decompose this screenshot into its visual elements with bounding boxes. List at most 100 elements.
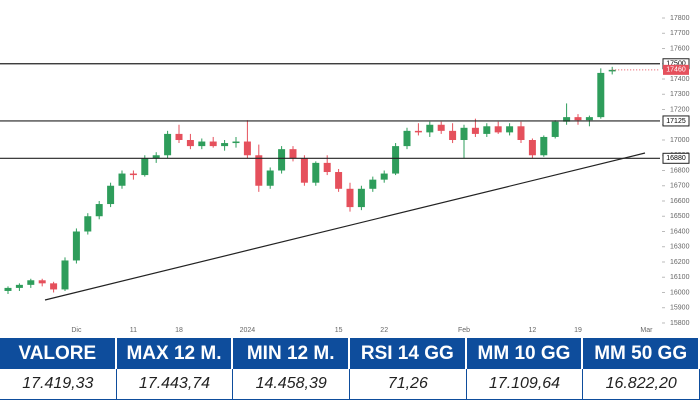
table-header: MM 50 GG (583, 338, 700, 369)
candle-body (266, 170, 274, 186)
table-value: 17.109,64 (466, 369, 584, 400)
last-price-box (663, 64, 689, 75)
candle-body (278, 149, 286, 171)
candle-body (563, 117, 571, 122)
candle-body (357, 188, 365, 208)
candle-body (426, 124, 434, 133)
level-box (662, 152, 690, 164)
level-label: 17125 (666, 118, 686, 125)
candle-body (84, 216, 92, 232)
candle-body (95, 204, 103, 217)
y-tick-label: 16600 (670, 198, 690, 205)
candle-body (221, 143, 229, 147)
candle-body (608, 69, 616, 72)
table-value: 17.419,33 (0, 369, 117, 400)
y-tick-label: 17700 (670, 30, 690, 37)
candle-body (574, 117, 582, 121)
candle-body (243, 141, 251, 156)
candle-body (551, 121, 559, 137)
candle-body (4, 287, 12, 291)
candle-body (61, 260, 69, 290)
y-tick-label: 16200 (670, 259, 690, 266)
y-tick-label: 17000 (670, 137, 690, 144)
candle-body (164, 133, 172, 156)
candle-body (72, 231, 80, 261)
y-tick-label: 17800 (670, 15, 690, 22)
candle-body (597, 72, 605, 118)
candle-body (175, 133, 183, 141)
level-label: 17500 (666, 61, 686, 68)
level-box (662, 115, 690, 127)
y-tick-label: 17400 (670, 76, 690, 83)
y-tick-label: 17300 (670, 91, 690, 98)
y-tick-label: 16400 (670, 228, 690, 235)
x-tick-label: 19 (574, 327, 582, 334)
x-tick-label: 22 (380, 327, 388, 334)
table-value: 17.443,74 (116, 369, 234, 400)
candle-body (528, 140, 536, 156)
trendline (44, 152, 646, 301)
candle-body (471, 127, 479, 134)
x-tick-label: 18 (175, 327, 183, 334)
candle-body (312, 162, 320, 183)
y-tick-label: 15900 (670, 305, 690, 312)
stats-table: VALORE MAX 12 M. MIN 12 M. RSI 14 GG MM 10 G… (0, 338, 700, 400)
candle-body (50, 283, 58, 290)
candle-body (118, 173, 126, 186)
candle-body (403, 130, 411, 147)
candle-body (15, 284, 23, 288)
table-header: VALORE (0, 338, 117, 369)
y-tick-label: 16300 (670, 244, 690, 251)
candle-body (129, 173, 137, 176)
candle-body (414, 130, 422, 133)
candle-body (209, 141, 217, 147)
candle-body (335, 172, 343, 189)
y-tick-label: 16000 (670, 289, 690, 296)
candle-body (141, 158, 149, 176)
table-header: MM 10 GG (466, 338, 584, 369)
candle-body (585, 117, 593, 121)
x-tick-label: Feb (458, 327, 470, 334)
y-tick-label: 17600 (670, 45, 690, 52)
candle-body (380, 173, 388, 180)
candle-body (323, 162, 331, 173)
y-tick-label: 16700 (670, 183, 690, 190)
y-tick-label: 16800 (670, 167, 690, 174)
candle-body (494, 126, 502, 133)
y-tick-label: 15800 (670, 320, 690, 327)
candle-body (107, 185, 115, 205)
x-tick-label: Dic (71, 327, 82, 334)
candle-body (483, 126, 491, 134)
x-tick-label: 2024 (240, 327, 256, 334)
candle-body (186, 140, 194, 147)
table-header: RSI 14 GG (349, 338, 467, 369)
candle-body (289, 149, 297, 159)
x-tick-label: 15 (335, 327, 343, 334)
level-label: 16880 (666, 155, 686, 162)
chart: 15800 15900 16000 16100 16200 16300 16400 16500… (0, 15, 690, 334)
last-price-label: 17460 (666, 67, 686, 74)
y-tick-label: 17200 (670, 106, 690, 113)
candle-body (198, 141, 206, 147)
candle-body (517, 126, 525, 141)
candle-body (506, 126, 514, 133)
x-tick-label: 12 (529, 327, 537, 334)
candle-body (392, 146, 400, 174)
candle-body (369, 179, 377, 189)
candle-body (38, 280, 46, 284)
candle-body (255, 155, 263, 186)
x-tick-label: 11 (130, 327, 137, 334)
candle-body (346, 188, 354, 208)
table-value: 14.458,39 (233, 369, 350, 400)
table-header: MIN 12 M. (233, 338, 350, 369)
candle-body (27, 280, 35, 285)
table-header: MAX 12 M. (116, 338, 234, 369)
candle-body (300, 158, 308, 183)
y-tick-label: 16500 (670, 213, 690, 220)
table-value: 16.822,20 (583, 369, 700, 400)
table-value: 71,26 (349, 369, 467, 400)
candle-body (449, 130, 457, 141)
candle-body (152, 155, 160, 159)
candle-body (460, 127, 468, 141)
